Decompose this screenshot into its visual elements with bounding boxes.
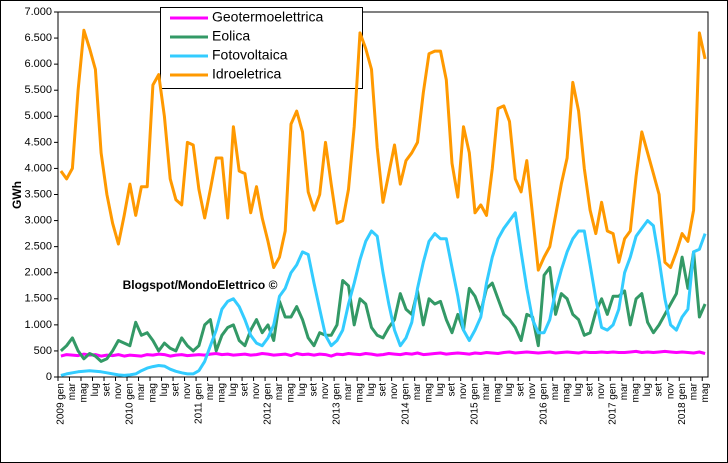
x-tick-label: lug <box>228 383 239 396</box>
x-tick-label: set <box>585 383 596 397</box>
x-tick-label: lug <box>366 383 377 396</box>
series-line <box>59 28 707 272</box>
x-tick-label: nov <box>389 383 400 399</box>
x-tick-label: 2018 gen <box>677 383 688 425</box>
x-tick-label: mag <box>286 383 297 402</box>
y-tick-label: 3.500 <box>24 188 52 200</box>
y-tick-label: 6.500 <box>24 32 52 44</box>
x-tick-label: 2016 gen <box>539 383 550 425</box>
legend-label: Eolica <box>212 28 250 44</box>
x-tick-label: lug <box>435 383 446 396</box>
y-tick-label: 2.500 <box>24 241 52 253</box>
x-tick-label: set <box>447 383 458 397</box>
x-tick-label: 2011 gen <box>194 383 205 424</box>
y-tick-label: 4.500 <box>24 136 52 148</box>
x-tick-label: mag <box>217 383 228 402</box>
x-tick-label: nov <box>458 383 469 399</box>
x-tick-label: nov <box>320 383 331 399</box>
x-tick-label: mar <box>67 382 78 400</box>
x-tick-label: nov <box>527 383 538 399</box>
x-tick-label: mar <box>274 382 285 400</box>
x-tick-label: set <box>171 383 182 397</box>
y-tick-label: 6.000 <box>24 58 52 70</box>
x-tick-label: lug <box>90 383 101 396</box>
x-tick-label: nov <box>113 383 124 399</box>
x-tick-label: nov <box>182 383 193 399</box>
y-axis-label: GWh <box>10 181 24 209</box>
x-tick-label: mar <box>343 382 354 400</box>
y-tick-label: 5.000 <box>24 110 52 122</box>
y-tick-label: 7.000 <box>24 6 52 18</box>
x-tick-label: mag <box>424 383 435 402</box>
x-tick-label: 2013 gen <box>332 383 343 425</box>
annotation: Blogspot/MondoElettrico © <box>123 278 278 292</box>
x-tick-label: lug <box>159 383 170 396</box>
x-tick-label: 2009 gen <box>56 383 67 425</box>
x-tick-label: lug <box>504 383 515 396</box>
x-tick-label: set <box>654 383 665 397</box>
x-tick-label: 2012 gen <box>263 383 274 425</box>
x-tick-label: mag <box>631 383 642 402</box>
x-tick-label: nov <box>251 383 262 399</box>
y-tick-label: 0 <box>46 371 52 383</box>
x-tick-label: mag <box>355 383 366 402</box>
x-tick-label: lug <box>573 383 584 396</box>
x-tick-label: 2010 gen <box>125 383 136 425</box>
x-tick-label: set <box>240 383 251 397</box>
legend-label: Fotovoltaica <box>212 47 288 63</box>
legend-label: Idroeletrica <box>212 66 281 82</box>
series-line <box>60 349 706 358</box>
x-tick-label: mar <box>688 382 699 400</box>
x-tick-label: mag <box>700 383 711 402</box>
x-tick-label: mag <box>493 383 504 402</box>
y-tick-label: 1.500 <box>24 293 52 305</box>
series-line <box>60 211 707 377</box>
x-tick-label: 2015 gen <box>470 383 481 425</box>
x-tick-label: mar <box>205 382 216 400</box>
y-tick-label: 2.000 <box>24 267 52 279</box>
x-tick-label: set <box>309 383 320 397</box>
x-tick-label: set <box>102 383 113 397</box>
x-tick-label: lug <box>642 383 653 396</box>
x-tick-label: mag <box>148 383 159 402</box>
x-tick-label: mag <box>562 383 573 402</box>
x-tick-label: 2017 gen <box>608 383 619 425</box>
y-tick-label: 3.000 <box>24 214 52 226</box>
legend-label: Geotermoelettrica <box>212 9 323 25</box>
x-tick-label: mag <box>79 383 90 402</box>
x-tick-label: set <box>378 383 389 397</box>
x-tick-label: 2014 gen <box>401 383 412 425</box>
y-tick-label: 5.500 <box>24 84 52 96</box>
x-tick-label: mar <box>550 382 561 400</box>
x-tick-label: mar <box>136 382 147 400</box>
x-tick-label: set <box>516 383 527 397</box>
y-tick-label: 1.000 <box>24 319 52 331</box>
x-tick-label: nov <box>596 383 607 399</box>
x-tick-label: mar <box>619 382 630 400</box>
x-tick-label: lug <box>297 383 308 396</box>
x-tick-label: mar <box>481 382 492 400</box>
y-tick-label: 500 <box>34 345 52 357</box>
x-tick-label: mar <box>412 382 423 400</box>
x-tick-label: nov <box>665 383 676 399</box>
y-tick-label: 4.000 <box>24 162 52 174</box>
